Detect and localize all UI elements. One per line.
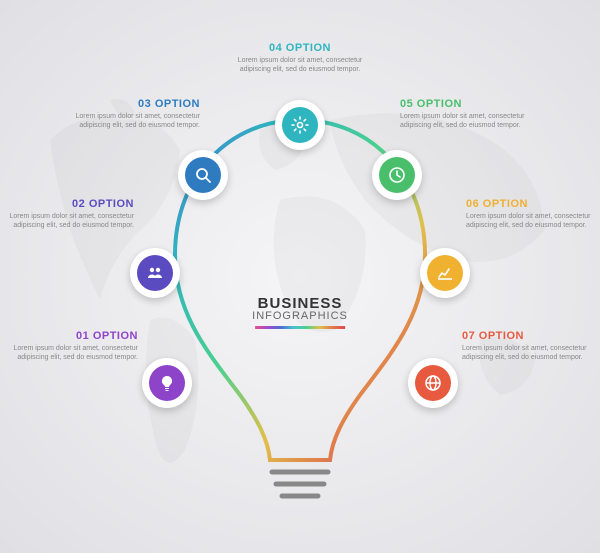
- option-number: 04 OPTION: [235, 42, 365, 54]
- option-number: 06 OPTION: [466, 198, 596, 210]
- title-underline: [255, 326, 345, 329]
- node-inner-circle: [149, 365, 185, 401]
- bulb-icon: [158, 374, 176, 392]
- node-inner-circle: [282, 107, 318, 143]
- option-label-05: 05 OPTION Lorem ipsum dolor sit amet, con…: [400, 98, 530, 130]
- node-inner-circle: [427, 255, 463, 291]
- option-number: 07 OPTION: [462, 330, 592, 342]
- option-label-04: 04 OPTION Lorem ipsum dolor sit amet, con…: [235, 42, 365, 74]
- node-inner-circle: [185, 157, 221, 193]
- node-outer-circle: [408, 358, 458, 408]
- node-outer-circle: [275, 100, 325, 150]
- option-node-04: [275, 100, 325, 150]
- title-line2: INFOGRAPHICS: [252, 310, 348, 322]
- option-description: Lorem ipsum dolor sit amet, consectetur …: [462, 344, 592, 362]
- clock-icon: [388, 166, 406, 184]
- people-icon: [146, 264, 164, 282]
- gear-icon: [291, 116, 309, 134]
- option-description: Lorem ipsum dolor sit amet, consectetur …: [400, 112, 530, 130]
- option-node-06: [420, 248, 470, 298]
- center-title: BUSINESS INFOGRAPHICS: [252, 295, 348, 329]
- node-inner-circle: [137, 255, 173, 291]
- node-outer-circle: [178, 150, 228, 200]
- node-outer-circle: [130, 248, 180, 298]
- node-outer-circle: [142, 358, 192, 408]
- option-number: 03 OPTION: [70, 98, 200, 110]
- option-description: Lorem ipsum dolor sit amet, consectetur …: [70, 112, 200, 130]
- option-node-05: [372, 150, 422, 200]
- option-description: Lorem ipsum dolor sit amet, consectetur …: [235, 56, 365, 74]
- search-icon: [194, 166, 212, 184]
- option-node-03: [178, 150, 228, 200]
- option-label-01: 01 OPTION Lorem ipsum dolor sit amet, con…: [8, 330, 138, 362]
- node-outer-circle: [420, 248, 470, 298]
- option-description: Lorem ipsum dolor sit amet, consectetur …: [4, 212, 134, 230]
- option-label-02: 02 OPTION Lorem ipsum dolor sit amet, con…: [4, 198, 134, 230]
- option-number: 02 OPTION: [4, 198, 134, 210]
- option-label-07: 07 OPTION Lorem ipsum dolor sit amet, con…: [462, 330, 592, 362]
- option-description: Lorem ipsum dolor sit amet, consectetur …: [466, 212, 596, 230]
- option-node-02: [130, 248, 180, 298]
- chart-icon: [436, 264, 454, 282]
- option-label-03: 03 OPTION Lorem ipsum dolor sit amet, con…: [70, 98, 200, 130]
- node-outer-circle: [372, 150, 422, 200]
- option-description: Lorem ipsum dolor sit amet, consectetur …: [8, 344, 138, 362]
- globe-icon: [424, 374, 442, 392]
- node-inner-circle: [379, 157, 415, 193]
- option-node-01: [142, 358, 192, 408]
- option-node-07: [408, 358, 458, 408]
- node-inner-circle: [415, 365, 451, 401]
- option-label-06: 06 OPTION Lorem ipsum dolor sit amet, con…: [466, 198, 596, 230]
- option-number: 05 OPTION: [400, 98, 530, 110]
- option-number: 01 OPTION: [8, 330, 138, 342]
